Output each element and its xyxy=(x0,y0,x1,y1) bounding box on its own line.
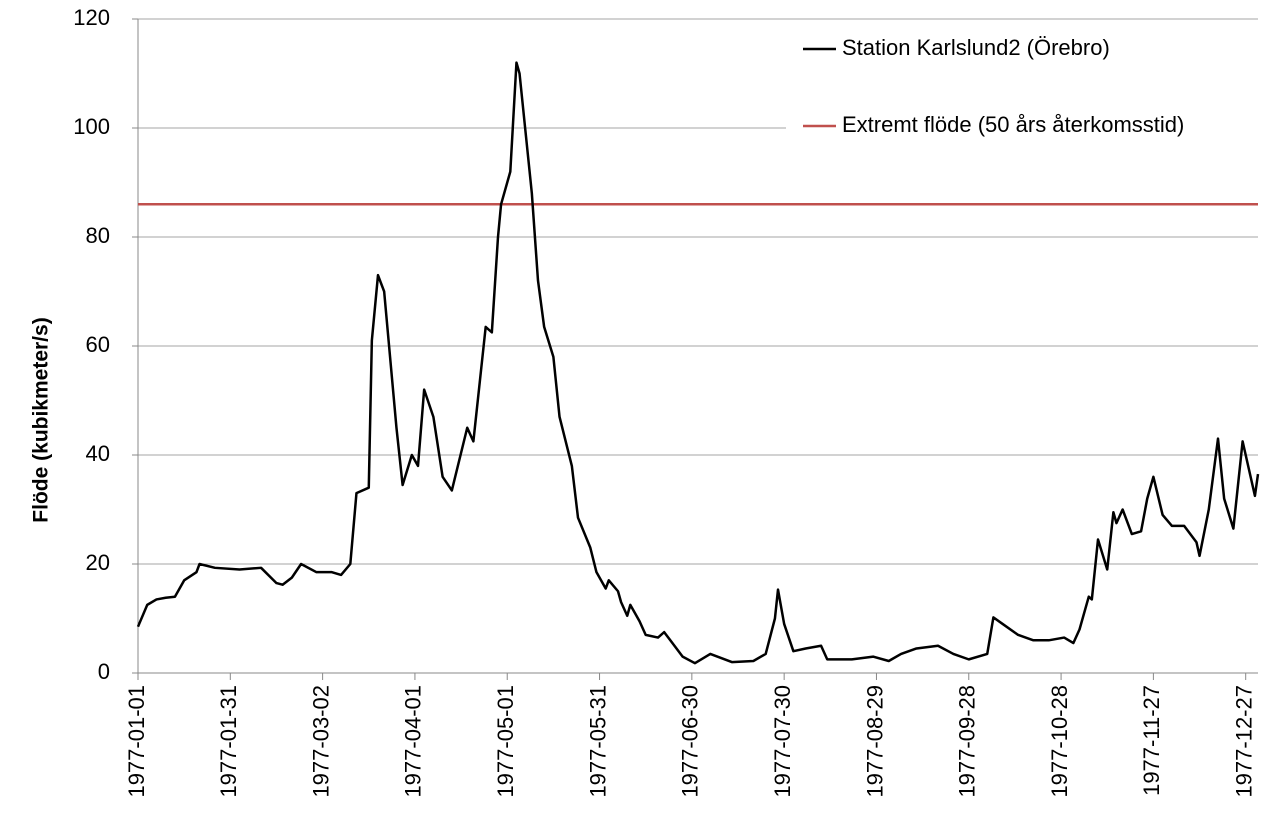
y-tick-label: 100 xyxy=(73,114,110,139)
x-tick-label: 1977-01-31 xyxy=(216,685,241,798)
x-tick-label: 1977-01-01 xyxy=(124,685,149,798)
x-tick-label: 1977-11-27 xyxy=(1139,685,1164,796)
y-tick-label: 60 xyxy=(86,332,110,357)
x-tick-label: 1977-10-28 xyxy=(1047,685,1072,798)
x-tick-label: 1977-06-30 xyxy=(678,685,703,798)
y-tick-label: 0 xyxy=(98,659,110,684)
data-line xyxy=(136,61,1260,665)
x-tick-label: 1977-05-31 xyxy=(585,685,610,798)
y-tick-label: 40 xyxy=(86,441,110,466)
x-tick-label: 1977-07-30 xyxy=(770,685,795,798)
legend-box xyxy=(786,20,1266,160)
legend-label: Station Karlslund2 (Örebro) xyxy=(842,35,1110,60)
x-tick-label: 1977-03-02 xyxy=(308,685,333,798)
x-tick-label: 1977-04-01 xyxy=(401,685,426,798)
x-tick-label: 1977-08-29 xyxy=(862,685,887,798)
x-tick-label: 1977-12-27 xyxy=(1232,685,1257,798)
y-tick-label: 120 xyxy=(73,5,110,30)
x-tick-label: 1977-05-01 xyxy=(493,685,518,798)
legend-label: Extremt flöde (50 års återkomsstid) xyxy=(842,112,1184,137)
y-tick-label: 20 xyxy=(86,550,110,575)
y-tick-label: 80 xyxy=(86,223,110,248)
x-tick-label: 1977-09-28 xyxy=(955,685,980,798)
y-axis-label: Flöde (kubikmeter/s) xyxy=(30,317,53,522)
